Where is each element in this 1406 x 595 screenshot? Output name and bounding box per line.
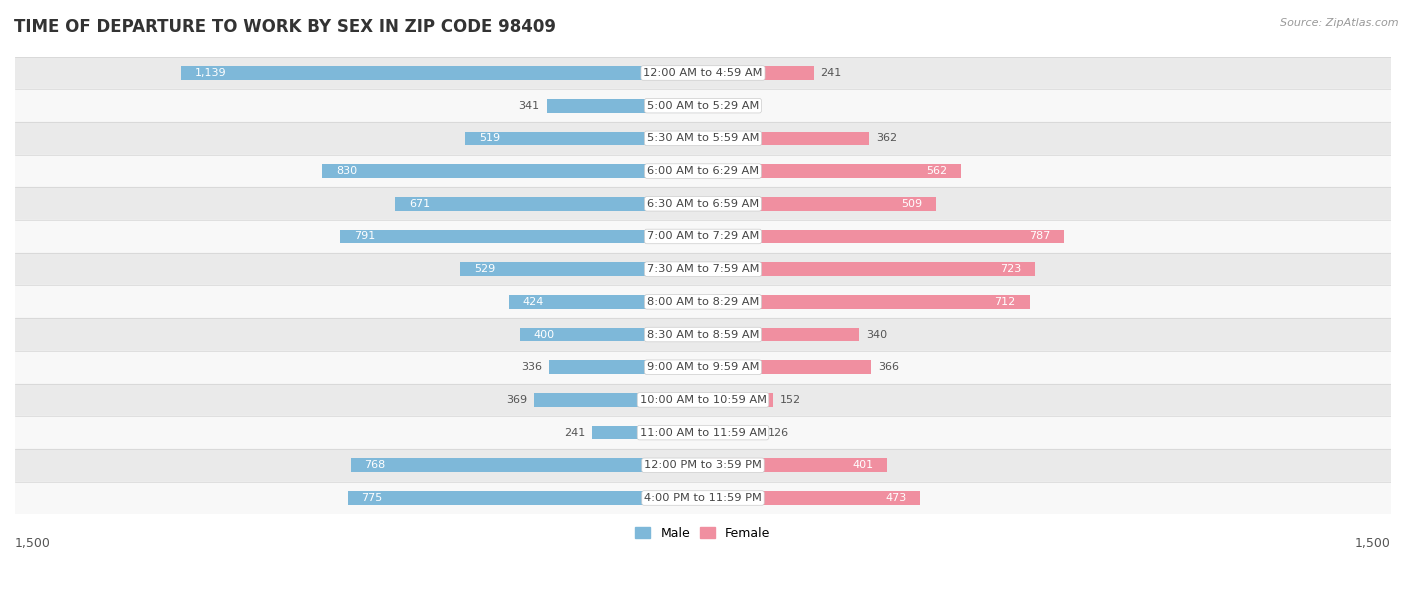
Bar: [15, 253, 1391, 286]
Bar: [15, 449, 1391, 481]
Text: 12:00 PM to 3:59 PM: 12:00 PM to 3:59 PM: [644, 461, 762, 470]
Text: 8:00 AM to 8:29 AM: 8:00 AM to 8:29 AM: [647, 297, 759, 307]
Bar: [322, 164, 703, 178]
Bar: [703, 262, 1035, 276]
Text: 12:00 AM to 4:59 AM: 12:00 AM to 4:59 AM: [644, 68, 762, 78]
Text: 11:00 AM to 11:59 AM: 11:00 AM to 11:59 AM: [640, 428, 766, 437]
Text: TIME OF DEPARTURE TO WORK BY SEX IN ZIP CODE 98409: TIME OF DEPARTURE TO WORK BY SEX IN ZIP …: [14, 18, 555, 36]
Text: 10:00 AM to 10:59 AM: 10:00 AM to 10:59 AM: [640, 395, 766, 405]
Text: 1,139: 1,139: [194, 68, 226, 78]
Text: 6:30 AM to 6:59 AM: 6:30 AM to 6:59 AM: [647, 199, 759, 209]
Text: 336: 336: [522, 362, 541, 372]
Bar: [520, 328, 703, 342]
Text: 241: 241: [564, 428, 585, 437]
Bar: [547, 99, 703, 112]
Bar: [703, 66, 814, 80]
Bar: [703, 458, 887, 472]
Bar: [703, 295, 1029, 309]
Text: 768: 768: [364, 461, 385, 470]
Bar: [465, 131, 703, 145]
Bar: [15, 220, 1391, 253]
Text: 4:00 PM to 11:59 PM: 4:00 PM to 11:59 PM: [644, 493, 762, 503]
Text: 152: 152: [779, 395, 801, 405]
Bar: [703, 99, 740, 112]
Bar: [15, 286, 1391, 318]
Text: 401: 401: [852, 461, 873, 470]
Text: 400: 400: [533, 330, 554, 340]
Text: Source: ZipAtlas.com: Source: ZipAtlas.com: [1281, 18, 1399, 28]
Bar: [15, 481, 1391, 514]
Text: 362: 362: [876, 133, 897, 143]
Bar: [15, 187, 1391, 220]
Bar: [703, 491, 920, 505]
Text: 791: 791: [354, 231, 375, 242]
Bar: [703, 164, 960, 178]
Bar: [15, 57, 1391, 89]
Text: 519: 519: [478, 133, 501, 143]
Text: 126: 126: [768, 428, 789, 437]
Text: 366: 366: [877, 362, 898, 372]
Bar: [347, 491, 703, 505]
Bar: [15, 351, 1391, 384]
Bar: [15, 318, 1391, 351]
Text: 369: 369: [506, 395, 527, 405]
Text: 7:30 AM to 7:59 AM: 7:30 AM to 7:59 AM: [647, 264, 759, 274]
Text: 712: 712: [994, 297, 1015, 307]
Bar: [509, 295, 703, 309]
Bar: [350, 458, 703, 472]
Bar: [703, 328, 859, 342]
Bar: [703, 393, 773, 407]
Text: 341: 341: [519, 101, 540, 111]
Text: 1,500: 1,500: [15, 537, 51, 550]
Bar: [534, 393, 703, 407]
Bar: [703, 426, 761, 440]
Text: 562: 562: [927, 166, 948, 176]
Text: 5:00 AM to 5:29 AM: 5:00 AM to 5:29 AM: [647, 101, 759, 111]
Text: 671: 671: [409, 199, 430, 209]
Bar: [15, 416, 1391, 449]
Bar: [592, 426, 703, 440]
Text: 9:00 AM to 9:59 AM: 9:00 AM to 9:59 AM: [647, 362, 759, 372]
Text: 787: 787: [1029, 231, 1050, 242]
Bar: [15, 89, 1391, 122]
Bar: [340, 230, 703, 243]
Bar: [15, 155, 1391, 187]
Bar: [703, 131, 869, 145]
Text: 8:30 AM to 8:59 AM: 8:30 AM to 8:59 AM: [647, 330, 759, 340]
Bar: [703, 197, 936, 211]
Text: 7:00 AM to 7:29 AM: 7:00 AM to 7:29 AM: [647, 231, 759, 242]
Bar: [460, 262, 703, 276]
Bar: [15, 122, 1391, 155]
Legend: Male, Female: Male, Female: [630, 522, 776, 544]
Text: 5:30 AM to 5:59 AM: 5:30 AM to 5:59 AM: [647, 133, 759, 143]
Text: 340: 340: [866, 330, 887, 340]
Text: 775: 775: [361, 493, 382, 503]
Bar: [703, 361, 870, 374]
Bar: [395, 197, 703, 211]
Text: 830: 830: [336, 166, 357, 176]
Text: 529: 529: [474, 264, 495, 274]
Bar: [180, 66, 703, 80]
Text: 509: 509: [901, 199, 922, 209]
Text: 1,500: 1,500: [1355, 537, 1391, 550]
Bar: [15, 384, 1391, 416]
Text: 241: 241: [821, 68, 842, 78]
Text: 723: 723: [1000, 264, 1021, 274]
Bar: [548, 361, 703, 374]
Text: 79: 79: [747, 101, 761, 111]
Text: 6:00 AM to 6:29 AM: 6:00 AM to 6:29 AM: [647, 166, 759, 176]
Text: 473: 473: [884, 493, 907, 503]
Bar: [703, 230, 1064, 243]
Text: 424: 424: [522, 297, 544, 307]
